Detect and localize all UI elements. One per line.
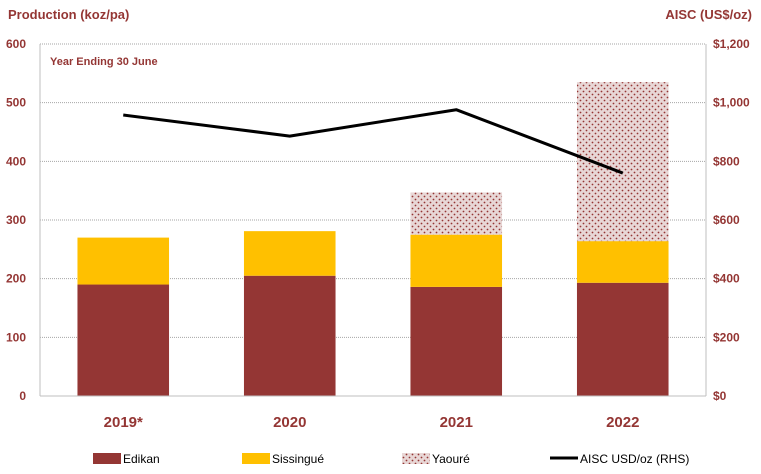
x-tick-label: 2021: [440, 414, 473, 431]
x-tick-label: 2020: [273, 414, 306, 431]
y-tick-label-right: $600: [713, 213, 740, 227]
y-tick-label-left: 300: [6, 213, 26, 227]
y-tick-label-left: 600: [6, 37, 26, 51]
left-axis-title: Production (koz/pa): [8, 7, 129, 22]
bar-edikan-2022: [576, 282, 669, 396]
y-tick-label-right: $800: [713, 154, 740, 168]
legend-label: Yaouré: [432, 452, 470, 466]
bar-sissingu--2021: [410, 234, 503, 287]
bar-sissingu--2020: [243, 231, 336, 276]
legend-label: AISC USD/oz (RHS): [580, 452, 689, 466]
legend-swatch: [402, 453, 430, 464]
legend-swatch: [93, 453, 121, 464]
bar-edikan-2020: [243, 275, 336, 396]
y-tick-label-right: $1,000: [713, 96, 750, 110]
y-tick-label-right: $1,200: [713, 37, 750, 51]
axes: 0 100 200 300 400 500 600 $0 $200 $400 $600 $800 $1,…: [6, 37, 750, 431]
y-tick-label-right: $200: [713, 330, 740, 344]
legend-swatch: [242, 453, 270, 464]
legend-label: Sissingué: [272, 452, 324, 466]
y-tick-label-left: 500: [6, 96, 26, 110]
x-tick-label: 2022: [606, 414, 639, 431]
y-tick-label-left: 0: [19, 389, 26, 403]
bar-sissingu--2019: [77, 237, 170, 285]
y-tick-label-left: 100: [6, 330, 26, 344]
bar-edikan-2021: [410, 286, 503, 396]
year-ending-annotation: Year Ending 30 June: [50, 56, 158, 68]
bar-edikan-2019: [77, 284, 170, 396]
bars: [77, 82, 669, 396]
legend: Edikan Sissingué Yaouré AISC USD/oz (RHS): [93, 452, 689, 466]
bar-yaour--2021: [410, 192, 503, 235]
legend-label: Edikan: [123, 452, 160, 466]
bar-sissingu--2022: [576, 241, 669, 283]
y-tick-label-right: $0: [713, 389, 727, 403]
y-tick-label-left: 200: [6, 272, 26, 286]
y-tick-label-left: 400: [6, 154, 26, 168]
right-axis-title: AISC (US$/oz): [665, 7, 752, 22]
x-tick-label: 2019*: [104, 414, 143, 431]
y-tick-label-right: $400: [713, 272, 740, 286]
aisc-line: [123, 108, 624, 175]
aisc-line-group: [123, 108, 624, 175]
